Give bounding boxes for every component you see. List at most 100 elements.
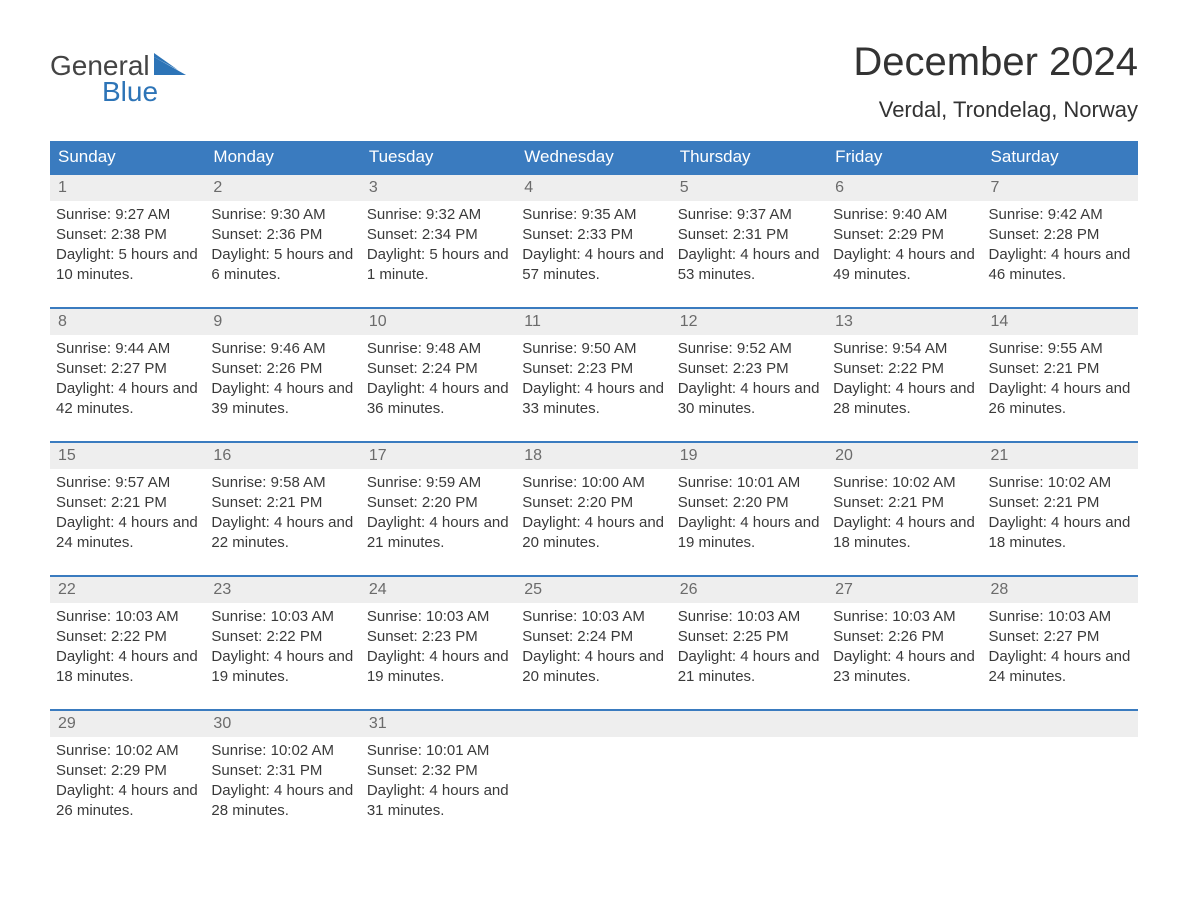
daylight-line: Daylight: 4 hours and 22 minutes.: [211, 513, 354, 554]
sunset-line: Sunset: 2:29 PM: [833, 225, 976, 245]
day-number: 21: [983, 443, 1138, 469]
daylight-line: Daylight: 4 hours and 26 minutes.: [56, 781, 199, 822]
sunset-line: Sunset: 2:20 PM: [678, 493, 821, 513]
calendar-header-cell: Thursday: [672, 141, 827, 173]
sunrise-line: Sunrise: 10:00 AM: [522, 473, 665, 493]
sunrise-line: Sunrise: 9:42 AM: [989, 205, 1132, 225]
day-number: 31: [361, 711, 516, 737]
sunset-line: Sunset: 2:31 PM: [211, 761, 354, 781]
day-number: 26: [672, 577, 827, 603]
sunset-line: Sunset: 2:21 PM: [989, 493, 1132, 513]
daylight-line: Daylight: 4 hours and 20 minutes.: [522, 647, 665, 688]
daylight-line: Daylight: 4 hours and 21 minutes.: [678, 647, 821, 688]
calendar-day-cell: 10Sunrise: 9:48 AMSunset: 2:24 PMDayligh…: [361, 309, 516, 429]
daylight-line: Daylight: 4 hours and 49 minutes.: [833, 245, 976, 286]
sunrise-line: Sunrise: 10:02 AM: [56, 741, 199, 761]
daylight-line: Daylight: 4 hours and 18 minutes.: [833, 513, 976, 554]
sunset-line: Sunset: 2:22 PM: [56, 627, 199, 647]
daylight-line: Daylight: 4 hours and 18 minutes.: [56, 647, 199, 688]
daylight-line: Daylight: 4 hours and 24 minutes.: [56, 513, 199, 554]
daylight-line: Daylight: 4 hours and 19 minutes.: [678, 513, 821, 554]
day-number: .: [672, 711, 827, 737]
sunrise-line: Sunrise: 9:40 AM: [833, 205, 976, 225]
calendar-day-cell: 22Sunrise: 10:03 AMSunset: 2:22 PMDaylig…: [50, 577, 205, 697]
calendar-header-cell: Friday: [827, 141, 982, 173]
calendar-day-cell: 13Sunrise: 9:54 AMSunset: 2:22 PMDayligh…: [827, 309, 982, 429]
daylight-line: Daylight: 4 hours and 21 minutes.: [367, 513, 510, 554]
sunrise-line: Sunrise: 9:55 AM: [989, 339, 1132, 359]
sunset-line: Sunset: 2:26 PM: [833, 627, 976, 647]
calendar-header-cell: Sunday: [50, 141, 205, 173]
sunrise-line: Sunrise: 10:03 AM: [989, 607, 1132, 627]
sunset-line: Sunset: 2:36 PM: [211, 225, 354, 245]
sunrise-line: Sunrise: 9:30 AM: [211, 205, 354, 225]
sunrise-line: Sunrise: 9:44 AM: [56, 339, 199, 359]
day-number: 30: [205, 711, 360, 737]
sunset-line: Sunset: 2:21 PM: [989, 359, 1132, 379]
sunset-line: Sunset: 2:32 PM: [367, 761, 510, 781]
calendar-day-cell: .: [672, 711, 827, 831]
calendar-day-cell: 25Sunrise: 10:03 AMSunset: 2:24 PMDaylig…: [516, 577, 671, 697]
daylight-line: Daylight: 4 hours and 33 minutes.: [522, 379, 665, 420]
day-number: 24: [361, 577, 516, 603]
calendar-day-cell: 1Sunrise: 9:27 AMSunset: 2:38 PMDaylight…: [50, 175, 205, 295]
calendar-day-cell: 6 Sunrise: 9:40 AMSunset: 2:29 PMDaylight…: [827, 175, 982, 295]
calendar-body: 1Sunrise: 9:27 AMSunset: 2:38 PMDaylight…: [50, 173, 1138, 831]
calendar-day-cell: 5Sunrise: 9:37 AMSunset: 2:31 PMDaylight…: [672, 175, 827, 295]
calendar-day-cell: 3Sunrise: 9:32 AMSunset: 2:34 PMDaylight…: [361, 175, 516, 295]
sunrise-line: Sunrise: 9:50 AM: [522, 339, 665, 359]
sunset-line: Sunset: 2:21 PM: [833, 493, 976, 513]
calendar-day-cell: 4Sunrise: 9:35 AMSunset: 2:33 PMDaylight…: [516, 175, 671, 295]
sunset-line: Sunset: 2:24 PM: [367, 359, 510, 379]
calendar-day-cell: 18Sunrise: 10:00 AMSunset: 2:20 PMDaylig…: [516, 443, 671, 563]
sunset-line: Sunset: 2:34 PM: [367, 225, 510, 245]
calendar-day-cell: 16Sunrise: 9:58 AMSunset: 2:21 PMDayligh…: [205, 443, 360, 563]
day-number: 11: [516, 309, 671, 335]
calendar-header-cell: Monday: [205, 141, 360, 173]
calendar-day-cell: 9Sunrise: 9:46 AMSunset: 2:26 PMDaylight…: [205, 309, 360, 429]
daylight-line: Daylight: 4 hours and 18 minutes.: [989, 513, 1132, 554]
daylight-line: Daylight: 4 hours and 28 minutes.: [833, 379, 976, 420]
logo-text-bottom: Blue: [50, 76, 186, 108]
calendar-week-row: 8Sunrise: 9:44 AMSunset: 2:27 PMDaylight…: [50, 307, 1138, 429]
calendar-day-cell: .: [827, 711, 982, 831]
calendar-day-cell: 17Sunrise: 9:59 AMSunset: 2:20 PMDayligh…: [361, 443, 516, 563]
day-number: 22: [50, 577, 205, 603]
sunset-line: Sunset: 2:24 PM: [522, 627, 665, 647]
logo: General Blue: [50, 40, 186, 108]
daylight-line: Daylight: 4 hours and 26 minutes.: [989, 379, 1132, 420]
day-number: 7: [983, 175, 1138, 201]
day-number: 20: [827, 443, 982, 469]
calendar-day-cell: 11Sunrise: 9:50 AMSunset: 2:23 PMDayligh…: [516, 309, 671, 429]
daylight-line: Daylight: 4 hours and 46 minutes.: [989, 245, 1132, 286]
sunset-line: Sunset: 2:23 PM: [678, 359, 821, 379]
calendar-day-cell: .: [983, 711, 1138, 831]
day-number: 14: [983, 309, 1138, 335]
sunrise-line: Sunrise: 10:02 AM: [211, 741, 354, 761]
calendar-day-cell: 31Sunrise: 10:01 AMSunset: 2:32 PMDaylig…: [361, 711, 516, 831]
daylight-line: Daylight: 4 hours and 30 minutes.: [678, 379, 821, 420]
calendar-week-row: 29Sunrise: 10:02 AMSunset: 2:29 PMDaylig…: [50, 709, 1138, 831]
calendar-day-cell: 8Sunrise: 9:44 AMSunset: 2:27 PMDaylight…: [50, 309, 205, 429]
daylight-line: Daylight: 4 hours and 24 minutes.: [989, 647, 1132, 688]
calendar-week-row: 1Sunrise: 9:27 AMSunset: 2:38 PMDaylight…: [50, 173, 1138, 295]
sunset-line: Sunset: 2:22 PM: [211, 627, 354, 647]
sunset-line: Sunset: 2:29 PM: [56, 761, 199, 781]
sunrise-line: Sunrise: 9:57 AM: [56, 473, 199, 493]
month-title: December 2024: [853, 40, 1138, 85]
day-number: 6: [827, 175, 982, 201]
daylight-line: Daylight: 5 hours and 6 minutes.: [211, 245, 354, 286]
sunrise-line: Sunrise: 9:54 AM: [833, 339, 976, 359]
day-number: 18: [516, 443, 671, 469]
sunset-line: Sunset: 2:25 PM: [678, 627, 821, 647]
sunset-line: Sunset: 2:23 PM: [367, 627, 510, 647]
daylight-line: Daylight: 4 hours and 39 minutes.: [211, 379, 354, 420]
sunrise-line: Sunrise: 9:46 AM: [211, 339, 354, 359]
day-number: 29: [50, 711, 205, 737]
daylight-line: Daylight: 4 hours and 19 minutes.: [211, 647, 354, 688]
day-number: 23: [205, 577, 360, 603]
calendar-day-cell: 20Sunrise: 10:02 AMSunset: 2:21 PMDaylig…: [827, 443, 982, 563]
daylight-line: Daylight: 4 hours and 28 minutes.: [211, 781, 354, 822]
sunrise-line: Sunrise: 10:01 AM: [367, 741, 510, 761]
sunset-line: Sunset: 2:21 PM: [211, 493, 354, 513]
